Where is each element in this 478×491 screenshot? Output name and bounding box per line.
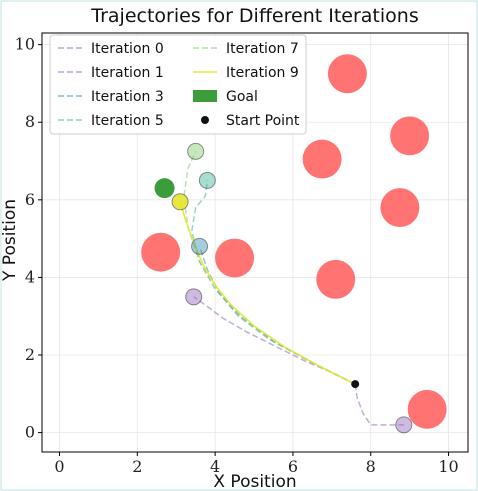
obstacle-circle	[380, 188, 420, 228]
markers	[154, 142, 413, 434]
iteration-end-marker	[395, 416, 413, 434]
obstacle-circle	[316, 259, 356, 299]
legend-box	[49, 34, 307, 135]
legend-label: Start Point	[226, 113, 300, 129]
legend-swatch	[201, 116, 209, 124]
y-tick-label: 10	[15, 35, 35, 54]
legend-label: Iteration 3	[91, 89, 164, 105]
start-marker	[351, 380, 360, 389]
legend-label: Iteration 7	[226, 41, 299, 57]
obstacle-circle	[327, 54, 367, 94]
x-tick-label: 2	[132, 457, 142, 476]
iteration-end-marker	[187, 142, 205, 160]
legend-swatch	[193, 90, 217, 102]
series-line	[354, 384, 404, 426]
trajectories	[179, 151, 404, 426]
y-tick-label: 6	[25, 190, 35, 209]
obstacle-circle	[141, 232, 181, 272]
x-tick-label: 10	[438, 457, 458, 476]
obstacle-circle	[390, 116, 430, 156]
legend-label: Goal	[226, 89, 258, 105]
iteration-end-marker	[185, 288, 203, 306]
y-tick-label: 4	[25, 267, 35, 286]
axis-ticks: 0 2 4 6 8 10 0 2 4 6 8 10	[15, 35, 459, 476]
series-line	[179, 201, 356, 385]
obstacle-circle	[302, 139, 342, 179]
x-axis-label: X Position	[213, 472, 296, 491]
obstacle-circle	[215, 238, 255, 278]
y-tick-label: 8	[25, 112, 35, 131]
x-tick-label: 6	[288, 457, 298, 476]
obstacle-circle	[407, 389, 447, 429]
y-axis-label: Y Position	[0, 199, 20, 282]
x-tick-label: 8	[366, 457, 376, 476]
x-tick-label: 4	[210, 457, 220, 476]
chart-title: Trajectories for Different Iterations	[90, 5, 418, 27]
legend-label: Iteration 0	[91, 41, 164, 57]
goal-marker	[154, 178, 175, 199]
legend: Iteration 0 Iteration 1 Iteration 3 Iterati…	[49, 34, 307, 135]
iteration-end-marker	[191, 237, 209, 255]
iteration-end-marker	[198, 171, 216, 189]
x-tick-label: 0	[54, 457, 64, 476]
y-tick-label: 0	[25, 423, 35, 442]
iteration-end-marker	[171, 193, 189, 211]
y-tick-label: 2	[25, 345, 35, 364]
legend-label: Iteration 9	[226, 65, 299, 81]
legend-label: Iteration 5	[91, 113, 164, 129]
obstacles	[141, 54, 447, 429]
plot-frame	[41, 32, 469, 453]
legend-label: Iteration 1	[91, 65, 164, 81]
